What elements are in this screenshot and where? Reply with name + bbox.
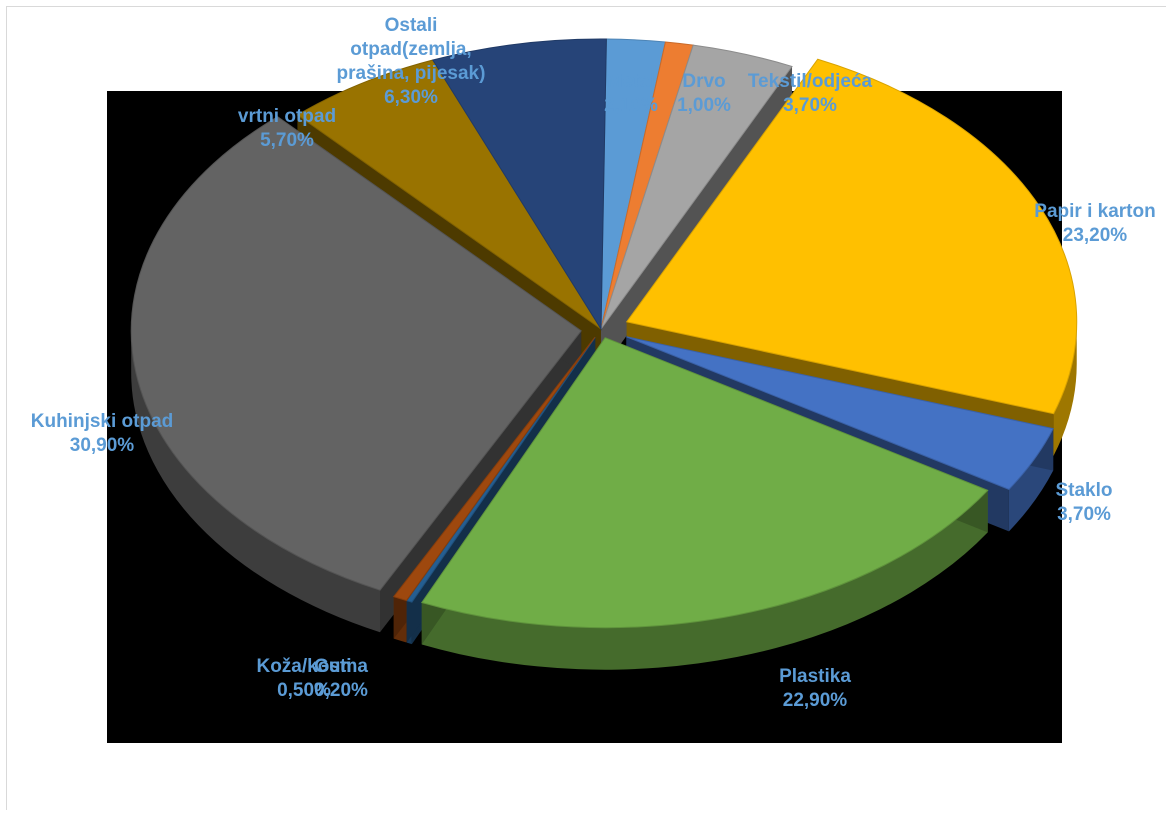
data-labels: Metal 2,10% Drvo 1,00% Tekstil/odjeća 3,70% Pa… [31,15,1156,711]
slice-11 [432,38,607,331]
data-label-name: prašina, pijesak) [337,63,486,84]
data-label-name: vrtni otpad [238,106,336,127]
slice-tops [130,38,1078,629]
slice-8 [392,336,596,602]
data-label-5: Staklo 3,70% [1055,480,1112,525]
data-label-1: Metal 2,10% [604,71,658,116]
data-label-8: Koža/kosti 0,50% [256,656,351,701]
data-label-6: Plastika 22,90% [779,666,851,711]
data-label-value: 0,20% [314,680,368,701]
slice-side-6 [421,490,988,670]
slice-9 [130,116,582,591]
data-label-value: 0,50% [277,680,331,701]
data-label-name: Plastika [779,666,851,687]
chart-frame: Metal 2,10% Drvo 1,00% Tekstil/odjeća 3,70% Pa… [6,6,1166,810]
slice-5 [626,336,1054,490]
data-label-3: Tekstil/odjeća 3,70% [748,71,873,116]
data-label-name: Staklo [1055,480,1112,501]
data-label-11: Ostali otpad(zemlja, prašina, pijesak) 6,30… [337,15,486,108]
data-label-value: 5,70% [260,130,314,151]
data-label-name: otpad(zemlja, [350,39,471,60]
data-label-2: Drvo 1,00% [677,71,731,116]
data-label-name: Guma [314,656,368,677]
data-label-name: Koža/kosti [256,656,351,677]
data-label-value: 2,10% [604,95,658,116]
data-label-value: 1,00% [677,95,731,116]
data-label-value: 3,70% [1057,504,1111,525]
pie-chart: Metal 2,10% Drvo 1,00% Tekstil/odjeća 3,70% Pa… [31,15,1156,743]
data-label-name: Drvo [682,71,725,92]
slice-10 [296,59,602,330]
data-label-name: Ostali [385,15,438,36]
data-label-name: Tekstil/odjeća [748,71,873,92]
data-label-value: 23,20% [1063,225,1128,246]
data-label-value: 30,90% [70,435,135,456]
slice-3 [600,44,793,330]
data-label-4: Papir i karton 23,20% [1034,201,1155,246]
data-label-7: Guma 0,20% [314,656,368,701]
data-label-value: 3,70% [783,95,837,116]
data-label-10: vrtni otpad 5,70% [238,106,336,151]
data-label-name: Papir i karton [1034,201,1155,222]
data-label-name: Kuhinjski otpad [31,411,174,432]
slice-6 [420,337,989,629]
slice-side-9 [131,330,381,633]
data-label-value: 22,90% [783,690,848,711]
slice-4 [625,58,1078,415]
data-label-9: Kuhinjski otpad 30,90% [31,411,174,456]
data-label-name: Metal [607,71,656,92]
data-label-value: 6,30% [384,87,438,108]
